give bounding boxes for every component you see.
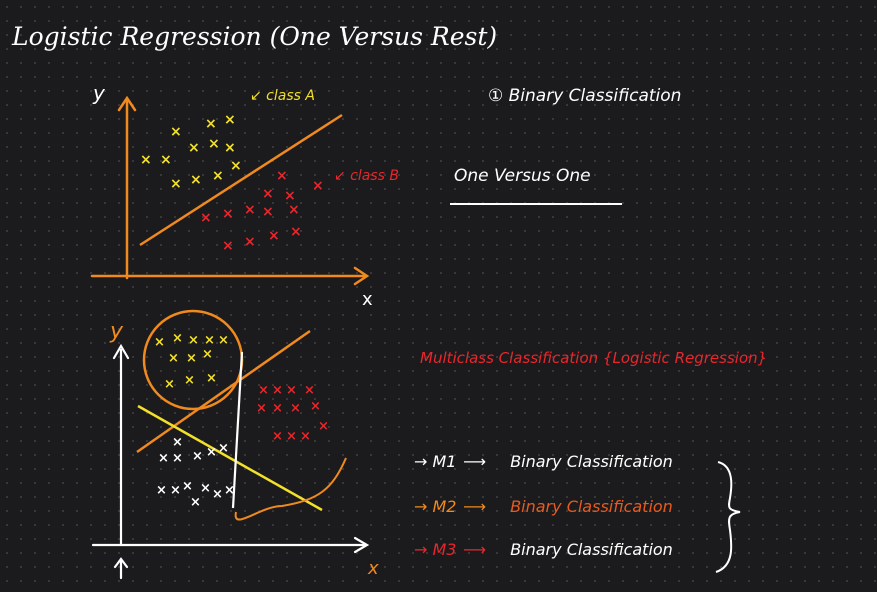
binary-classification-note: ① Binary Classification: [488, 86, 682, 106]
svg-text:×: ×: [222, 238, 234, 254]
svg-text:×: ×: [286, 429, 297, 444]
svg-text:×: ×: [218, 333, 229, 348]
svg-text:×: ×: [184, 373, 195, 388]
svg-text:×: ×: [288, 202, 300, 218]
svg-text:×: ×: [310, 399, 321, 414]
svg-text:×: ×: [192, 449, 203, 464]
one-versus-one-note: One Versus One: [454, 166, 591, 186]
svg-text:×: ×: [208, 136, 220, 152]
svg-text:×: ×: [224, 140, 236, 156]
svg-text:×: ×: [160, 152, 172, 168]
svg-text:×: ×: [212, 168, 224, 184]
svg-text:×: ×: [272, 383, 283, 398]
svg-text:×: ×: [276, 168, 288, 184]
yellow-boundary-line: [137, 404, 323, 512]
svg-text:×: ×: [290, 401, 301, 416]
model-description: Binary Classification: [510, 497, 673, 516]
model-description: Binary Classification: [510, 540, 673, 559]
svg-text:×: ×: [218, 441, 229, 456]
svg-text:×: ×: [172, 451, 183, 466]
svg-text:×: ×: [188, 333, 199, 348]
svg-text:×: ×: [172, 331, 183, 346]
top-y-axis-label: y: [92, 81, 106, 105]
model-row-m3: → M3 ⟶ Binary Classification: [414, 540, 673, 559]
arrow-icon: ⟶: [463, 452, 487, 471]
bottom-plot-axes: [91, 343, 370, 580]
svg-text:×: ×: [182, 479, 193, 494]
svg-text:×: ×: [244, 234, 256, 250]
bottom-class-a-points: × × × × ×× × ×× × ×: [154, 331, 229, 392]
svg-text:×: ×: [300, 429, 311, 444]
class-a-label: ↙ class A: [250, 88, 315, 104]
svg-text:×: ×: [200, 210, 212, 226]
top-x-axis-label: x: [362, 289, 373, 310]
class-b-label: ↙ class B: [334, 168, 399, 184]
svg-text:×: ×: [170, 483, 181, 498]
svg-text:×: ×: [258, 383, 269, 398]
svg-text:×: ×: [140, 152, 152, 168]
svg-text:×: ×: [312, 178, 324, 194]
svg-text:×: ×: [284, 188, 296, 204]
svg-text:×: ×: [202, 347, 213, 362]
white-boundary-line: [231, 351, 244, 509]
svg-text:×: ×: [272, 429, 283, 444]
svg-text:×: ×: [262, 204, 274, 220]
top-decision-boundary: [139, 113, 343, 247]
model-label: → M3: [414, 540, 457, 559]
svg-text:×: ×: [230, 158, 242, 174]
svg-text:×: ×: [190, 495, 201, 510]
svg-text:×: ×: [206, 371, 217, 386]
arrow-icon: ⟶: [463, 497, 487, 516]
svg-text:×: ×: [170, 124, 182, 140]
arrow-icon: ⟶: [463, 540, 487, 559]
page-title: Logistic Regression (One Versus Rest): [12, 22, 498, 51]
svg-text:×: ×: [190, 172, 202, 188]
svg-text:×: ×: [204, 333, 215, 348]
svg-text:×: ×: [262, 186, 274, 202]
svg-text:×: ×: [200, 481, 211, 496]
svg-text:×: ×: [172, 435, 183, 450]
svg-text:×: ×: [156, 483, 167, 498]
svg-text:×: ×: [304, 383, 315, 398]
svg-text:×: ×: [224, 112, 236, 128]
multiclass-classification-note: Multiclass Classification {Logistic Regr…: [420, 349, 768, 367]
one-versus-one-underline: [450, 203, 622, 205]
svg-text:×: ×: [154, 335, 165, 350]
svg-text:×: ×: [170, 176, 182, 192]
bottom-y-axis-label: y: [109, 319, 124, 344]
svg-text:×: ×: [188, 140, 200, 156]
svg-text:×: ×: [168, 351, 179, 366]
top-plot-axes: [90, 95, 370, 286]
model-label: → M1: [414, 452, 457, 471]
svg-text:×: ×: [222, 206, 234, 222]
model-row-m1: → M1 ⟶ Binary Classification: [414, 452, 673, 471]
bottom-class-c-points: ×× × × × × × × × × × × ×: [156, 435, 235, 510]
svg-text:×: ×: [272, 401, 283, 416]
svg-text:×: ×: [256, 401, 267, 416]
svg-text:×: ×: [224, 483, 235, 498]
class-b-points: ××× ×× × × × × × × × ×: [200, 168, 324, 254]
bottom-x-axis-label: x: [367, 558, 379, 579]
right-curly-brace: [715, 461, 741, 573]
class-a-points: × × × × ×× × ×× × ××: [140, 112, 242, 192]
svg-text:×: ×: [212, 487, 223, 502]
bottom-class-b-points: × × × ×× × × ×× × ××: [256, 383, 329, 444]
svg-text:×: ×: [158, 451, 169, 466]
svg-text:×: ×: [318, 419, 329, 434]
svg-text:×: ×: [205, 116, 217, 132]
svg-text:×: ×: [286, 383, 297, 398]
svg-text:×: ×: [186, 351, 197, 366]
model-label: → M2: [414, 497, 457, 516]
model-row-m2: → M2 ⟶ Binary Classification: [414, 497, 673, 516]
class-c-curve: [234, 457, 347, 521]
svg-text:×: ×: [164, 377, 175, 392]
model-description: Binary Classification: [510, 452, 673, 471]
svg-text:×: ×: [244, 202, 256, 218]
svg-text:×: ×: [268, 228, 280, 244]
svg-text:×: ×: [290, 224, 302, 240]
svg-text:×: ×: [206, 445, 217, 460]
orange-boundary-line: [136, 329, 311, 454]
